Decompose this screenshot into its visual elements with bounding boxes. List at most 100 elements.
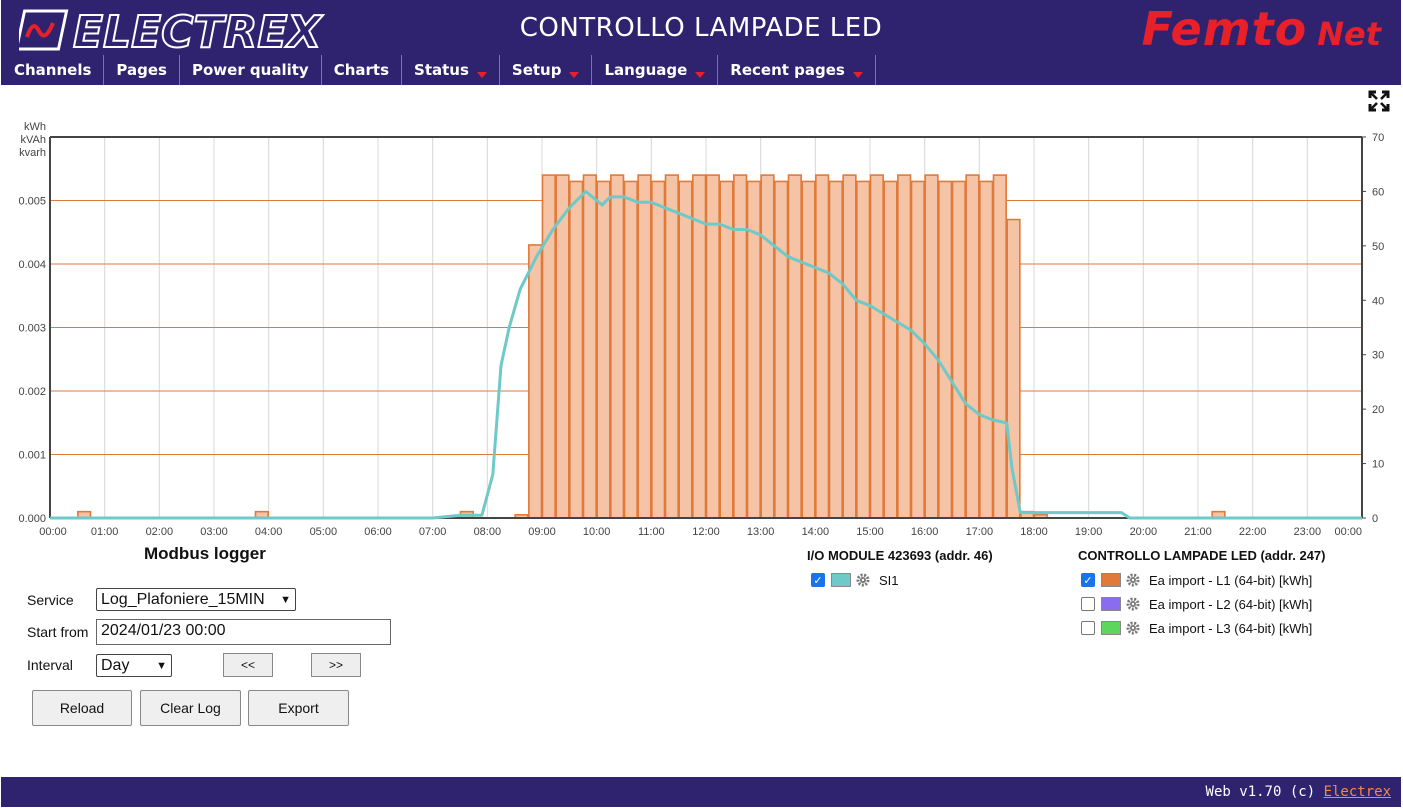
chart-bar — [979, 180, 994, 519]
reload-button[interactable]: Reload — [32, 690, 132, 726]
chart-bar — [897, 174, 912, 519]
chart-bar — [951, 180, 966, 519]
menu-item-channels[interactable]: Channels — [2, 55, 105, 85]
chart-bar — [528, 244, 543, 519]
lamp-module-title: CONTROLLO LAMPADE LED (addr. 247) — [1078, 548, 1326, 563]
unit-label: kVAh — [20, 134, 46, 146]
menu-item-label: Recent pages — [730, 61, 845, 79]
chart-bar — [719, 180, 734, 519]
unit-label: kvarh — [19, 147, 46, 159]
svg-text:ELECTREX: ELECTREX — [73, 9, 323, 51]
chart-bar — [992, 174, 1007, 519]
next-button[interactable]: >> — [311, 653, 361, 677]
chart-bar — [637, 174, 652, 519]
chart-bar — [678, 180, 693, 519]
chevron-down-icon: ▼ — [156, 659, 167, 672]
x-tick-label: 01:00 — [91, 526, 119, 538]
x-tick-label: 00:00 — [1334, 526, 1362, 538]
electrex-link[interactable]: Electrex — [1323, 784, 1391, 800]
y-left-tick-label: 0.004 — [18, 259, 46, 271]
color-swatch[interactable] — [1101, 597, 1121, 611]
gear-icon[interactable] — [1125, 572, 1141, 588]
service-select[interactable]: Log_Plafoniere_15MIN ▼ — [96, 588, 296, 611]
gear-icon[interactable] — [1125, 620, 1141, 636]
menu-item-pages[interactable]: Pages — [104, 55, 180, 85]
energy-chart[interactable]: 0.000 0.001 0.002 0.003 0.004 0.005 0 10 20 30 40 5… — [0, 115, 1403, 540]
x-tick-label: 08:00 — [474, 526, 502, 538]
color-swatch[interactable] — [1101, 573, 1121, 587]
service-label: Service — [27, 592, 74, 608]
x-tick-label: 06:00 — [364, 526, 392, 538]
x-tick-label: 10:00 — [583, 526, 611, 538]
menu-item-label: Status — [414, 61, 469, 79]
chart-bar — [828, 180, 843, 519]
x-tick-label: 14:00 — [802, 526, 830, 538]
menu-item-label: Power quality — [191, 61, 309, 79]
channel-label: Ea import - L1 (64-bit) [kWh] — [1149, 572, 1313, 588]
clear-log-button[interactable]: Clear Log — [140, 690, 241, 726]
chart-bar — [582, 174, 597, 519]
start-date-input[interactable]: 2024/01/23 00:00 — [96, 619, 391, 645]
channel-label: SI1 — [879, 572, 899, 588]
channel-checkbox[interactable]: ✓ — [1081, 573, 1095, 587]
dropdown-caret-icon — [476, 72, 487, 78]
brand-sub: Net — [1317, 15, 1381, 53]
electrex-logo[interactable]: ELECTREX — [19, 9, 337, 51]
chart-bar — [651, 180, 666, 519]
y-left-tick-label: 0.001 — [18, 450, 46, 462]
brand-main: Femto — [1141, 2, 1308, 56]
service-value: Log_Plafoniere_15MIN — [101, 590, 265, 608]
start-label: Start from — [27, 624, 89, 640]
channel-checkbox[interactable] — [1081, 621, 1095, 635]
menu-item-label: Channels — [14, 61, 92, 79]
menu-item-language[interactable]: Language — [592, 55, 719, 85]
interval-label: Interval — [27, 657, 73, 673]
menu-item-label: Charts — [333, 61, 390, 79]
main-menu: Channels Pages Power quality Charts Status Se… — [2, 55, 876, 85]
menu-item-label: Language — [604, 61, 688, 79]
color-swatch[interactable] — [831, 573, 851, 587]
interval-value: Day — [101, 656, 130, 674]
chart-bar — [883, 180, 898, 519]
chart-bar — [774, 180, 789, 519]
y-right-tick-label: 70 — [1372, 132, 1384, 144]
io-module-title: I/O MODULE 423693 (addr. 46) — [807, 548, 993, 563]
chart-bar — [760, 174, 775, 519]
gear-icon[interactable] — [1125, 596, 1141, 612]
chart-bar — [910, 180, 925, 519]
channel-checkbox[interactable] — [1081, 597, 1095, 611]
version-text: Web v1.70 (c) — [1205, 784, 1316, 800]
menu-item-setup[interactable]: Setup — [500, 55, 593, 85]
chart-bar — [664, 174, 679, 519]
interval-select[interactable]: Day ▼ — [96, 654, 172, 677]
x-tick-label: 12:00 — [692, 526, 720, 538]
menu-item-power-quality[interactable]: Power quality — [180, 55, 322, 85]
dropdown-caret-icon — [695, 72, 706, 78]
x-tick-label: 13:00 — [747, 526, 775, 538]
chart-bar — [623, 180, 638, 519]
fullscreen-icon[interactable] — [1368, 90, 1390, 112]
y-left-tick-label: 0.002 — [18, 386, 46, 398]
y-right-tick-label: 10 — [1372, 459, 1384, 471]
x-tick-label: 07:00 — [419, 526, 447, 538]
chevron-down-icon: ▼ — [280, 593, 291, 606]
y-right-tick-label: 40 — [1372, 295, 1384, 307]
chart-bar — [555, 174, 570, 519]
x-tick-label: 05:00 — [310, 526, 338, 538]
menu-item-recent-pages[interactable]: Recent pages — [718, 55, 876, 85]
y-right-tick-label: 30 — [1372, 350, 1384, 362]
channel-checkbox[interactable]: ✓ — [811, 573, 825, 587]
y-left-tick-label: 0.005 — [18, 196, 46, 208]
unit-label: kWh — [24, 121, 46, 133]
color-swatch[interactable] — [1101, 621, 1121, 635]
gear-icon[interactable] — [855, 572, 871, 588]
export-button[interactable]: Export — [248, 690, 349, 726]
legend-item: ✓ Ea import - L1 (64-bit) [kWh] — [1081, 572, 1312, 588]
previous-button[interactable]: << — [223, 653, 273, 677]
chart-bar — [801, 180, 816, 519]
chart-bar — [787, 174, 802, 519]
y-right-tick-label: 60 — [1372, 186, 1384, 198]
menu-item-status[interactable]: Status — [402, 55, 500, 85]
menu-item-charts[interactable]: Charts — [322, 55, 403, 85]
chart-bar — [815, 174, 830, 519]
